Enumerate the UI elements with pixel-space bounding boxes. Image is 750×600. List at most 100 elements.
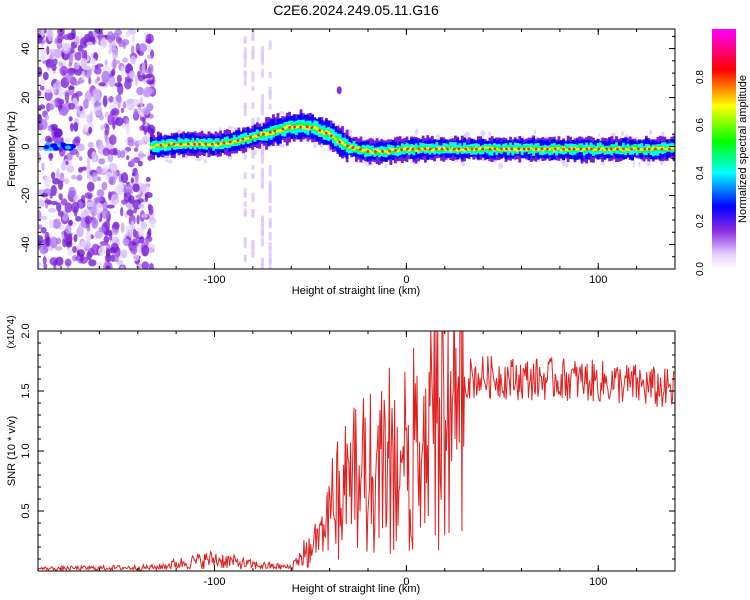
noise-speckle: [127, 139, 135, 147]
noise-speckle: [87, 142, 94, 148]
noise-speckle: [49, 219, 54, 229]
ridge-band: [212, 142, 215, 145]
ridge-band: [251, 136, 255, 139]
noise-streak: [251, 29, 255, 35]
noise-speckle: [120, 249, 128, 259]
noise-speckle: [137, 198, 144, 203]
noise-speckle: [78, 156, 83, 161]
ridge-band: [163, 144, 167, 148]
noise-speckle: [103, 164, 108, 173]
noise-speckle: [53, 128, 63, 138]
ridge-peak: [452, 147, 456, 151]
noise-streak: [268, 189, 272, 195]
ridge-band: [239, 139, 243, 142]
ridge-peak: [288, 125, 292, 129]
noise-speckle: [42, 60, 47, 65]
ridge-band: [283, 126, 287, 130]
noise-streak: [260, 94, 264, 102]
noise-streak: [251, 117, 255, 126]
ridge-band: [354, 146, 358, 149]
ridge-band: [442, 146, 446, 150]
noise-speckle: [71, 174, 77, 180]
noise-speckle: [38, 145, 45, 151]
ridge-peak: [546, 147, 549, 151]
ridge-band: [301, 125, 305, 129]
ridge-band: [150, 146, 153, 149]
ridge-band: [304, 123, 308, 129]
ridge-band: [324, 130, 328, 139]
ridge-band: [407, 148, 411, 152]
ridge-band: [232, 139, 236, 146]
noise-speckle: [135, 194, 142, 199]
ridge-band: [617, 146, 621, 150]
noise-speckle: [73, 196, 78, 202]
ridge-band: [219, 142, 222, 146]
noise-speckle: [128, 195, 135, 204]
noise-speckle: [96, 189, 105, 198]
ridge-peak: [464, 147, 468, 151]
ridge-band: [260, 131, 264, 139]
ridge-halo: [168, 159, 173, 164]
ridge-peak: [522, 147, 526, 151]
ridge-halo: [253, 150, 257, 155]
ridge-peak: [562, 147, 565, 151]
ridge-band: [387, 151, 390, 155]
noise-streak: [243, 104, 247, 109]
noise-speckle: [147, 203, 152, 211]
ridge-peak: [310, 126, 314, 129]
noise-speckle: [125, 102, 132, 109]
noise-streak: [260, 58, 264, 66]
ridge-band: [368, 150, 372, 153]
ridge-halo: [488, 130, 492, 137]
spectrogram-marks: [38, 29, 675, 269]
noise-speckle: [60, 198, 68, 206]
ridge-band: [511, 145, 515, 151]
noise-speckle: [150, 219, 156, 229]
noise-speckle: [68, 85, 75, 90]
ridge-peak: [373, 150, 377, 153]
noise-speckle: [102, 147, 110, 157]
noise-speckle: [145, 176, 151, 183]
noise-streak: [268, 246, 272, 256]
noise-speckle: [93, 101, 102, 107]
ridge-band: [225, 142, 229, 145]
noise-speckle: [117, 181, 125, 191]
ridge-band: [276, 129, 280, 133]
noise-speckle: [144, 74, 153, 79]
noise-speckle: [42, 256, 47, 265]
noise-speckle: [70, 29, 76, 39]
ridge-band: [414, 145, 418, 151]
noise-speckle: [141, 261, 150, 269]
ridge-band: [331, 135, 335, 139]
noise-speckle: [40, 215, 48, 221]
noise-speckle: [56, 41, 63, 50]
noise-speckle: [89, 110, 93, 122]
noise-streak: [268, 205, 272, 213]
ridge-peak: [193, 142, 196, 146]
noise-speckle: [76, 174, 83, 181]
ridge-peak: [257, 133, 261, 137]
ridge-peak: [605, 147, 609, 151]
ridge-band: [255, 135, 259, 138]
noise-streak: [268, 241, 272, 251]
ridge-peak: [517, 147, 521, 151]
colorbar: 0.0 0.2 0.4 0.6 0.8 Normalized spectral ampl…: [695, 29, 749, 276]
ridge-band: [265, 132, 268, 136]
noise-streak: [260, 109, 264, 116]
noise-speckle: [100, 37, 108, 49]
noise-speckle: [108, 76, 116, 88]
noise-speckle: [106, 204, 115, 209]
noise-streak: [260, 167, 264, 177]
noise-speckle: [134, 74, 139, 87]
ridge-band: [490, 147, 494, 150]
noise-speckle: [74, 105, 81, 110]
snr-panel: -100 0 100 0.5 1.0 1.5 2.0 Height of straight …: [6, 315, 676, 595]
ridge-band: [398, 146, 402, 151]
noise-speckle: [88, 126, 93, 134]
noise-speckle: [68, 68, 77, 73]
noise-speckle: [72, 246, 77, 253]
noise-streak: [243, 172, 247, 180]
ridge-band: [276, 125, 280, 134]
ridge-peak: [299, 125, 302, 129]
